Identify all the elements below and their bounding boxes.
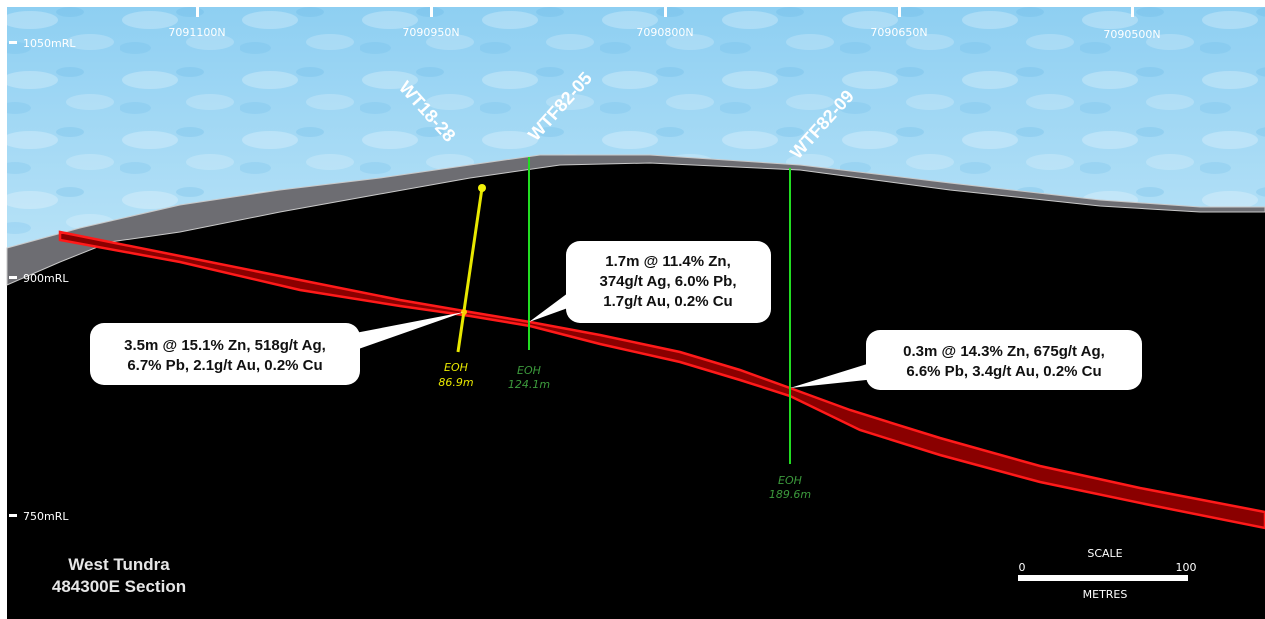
elevation-tick (9, 514, 17, 517)
eoh-depth: 86.9m (438, 376, 473, 389)
elevation-tick (9, 41, 17, 44)
collar-marker (478, 184, 486, 192)
northing-tick (1131, 7, 1134, 17)
northing-label: 7090800N (636, 26, 693, 39)
callout-box (90, 323, 360, 385)
scale-bar-line (1018, 575, 1188, 581)
intercept-callout-wtf82-09: 0.3m @ 14.3% Zn, 675g/t Ag, 6.6% Pb, 3.4… (790, 330, 1142, 390)
callout-box (566, 241, 771, 323)
intercept-callout-wt18-28: 3.5m @ 15.1% Zn, 518g/t Ag, 6.7% Pb, 2.1… (90, 312, 464, 385)
northing-label: 7090950N (402, 26, 459, 39)
northing-tick (196, 7, 199, 17)
callout-line: 0.3m @ 14.3% Zn, 675g/t Ag, (903, 343, 1105, 360)
callout-box (866, 330, 1142, 390)
elevation-label: 1050mRL (23, 37, 76, 50)
northing-tick (430, 7, 433, 17)
sky-texture (7, 7, 1265, 248)
northing-axis: 7091100N 7090950N 7090800N 7090650N 7090… (168, 7, 1161, 41)
eoh-depth: 189.6m (769, 488, 811, 501)
overburden-layer (6, 154, 1265, 286)
northing-label: 7091100N (168, 26, 225, 39)
elevation-axis: 1050mRL 900mRL 750mRL (9, 37, 76, 523)
scale-bar: SCALE 0 100 METRES (1018, 547, 1197, 601)
elevation-tick (9, 276, 17, 279)
scale-label: SCALE (1087, 547, 1122, 560)
northing-tick (664, 7, 667, 17)
scale-max-label: 100 (1176, 561, 1197, 574)
callout-line: 374g/t Ag, 6.0% Pb, (600, 273, 737, 290)
northing-label: 7090650N (870, 26, 927, 39)
callout-pointer (350, 312, 464, 352)
eoh-label: EOH (778, 474, 802, 487)
northing-label: 7090500N (1103, 28, 1160, 41)
scale-min-label: 0 (1019, 561, 1026, 574)
scale-units-label: METRES (1083, 588, 1128, 601)
callout-line: 3.5m @ 15.1% Zn, 518g/t Ag, (124, 337, 326, 354)
elevation-label: 900mRL (23, 272, 69, 285)
callout-line: 6.6% Pb, 3.4g/t Au, 0.2% Cu (906, 363, 1101, 380)
northing-tick (898, 7, 901, 17)
drillhole-trace (456, 187, 484, 353)
callout-pointer (790, 360, 885, 388)
eoh-label: EOH (444, 361, 468, 374)
elevation-label: 750mRL (23, 510, 69, 523)
section-title: West Tundra 484300E Section (52, 555, 186, 596)
callout-line: 1.7m @ 11.4% Zn, (605, 253, 731, 270)
callout-line: 6.7% Pb, 2.1g/t Au, 0.2% Cu (127, 357, 322, 374)
eoh-depth: 124.1m (508, 378, 550, 391)
eoh-label: EOH (517, 364, 541, 377)
callout-line: 1.7g/t Au, 0.2% Cu (603, 293, 732, 310)
title-line-2: 484300E Section (52, 577, 186, 596)
intercept-callout-wtf82-05: 1.7m @ 11.4% Zn, 374g/t Ag, 6.0% Pb, 1.7… (529, 241, 771, 323)
title-line-1: West Tundra (68, 555, 170, 574)
